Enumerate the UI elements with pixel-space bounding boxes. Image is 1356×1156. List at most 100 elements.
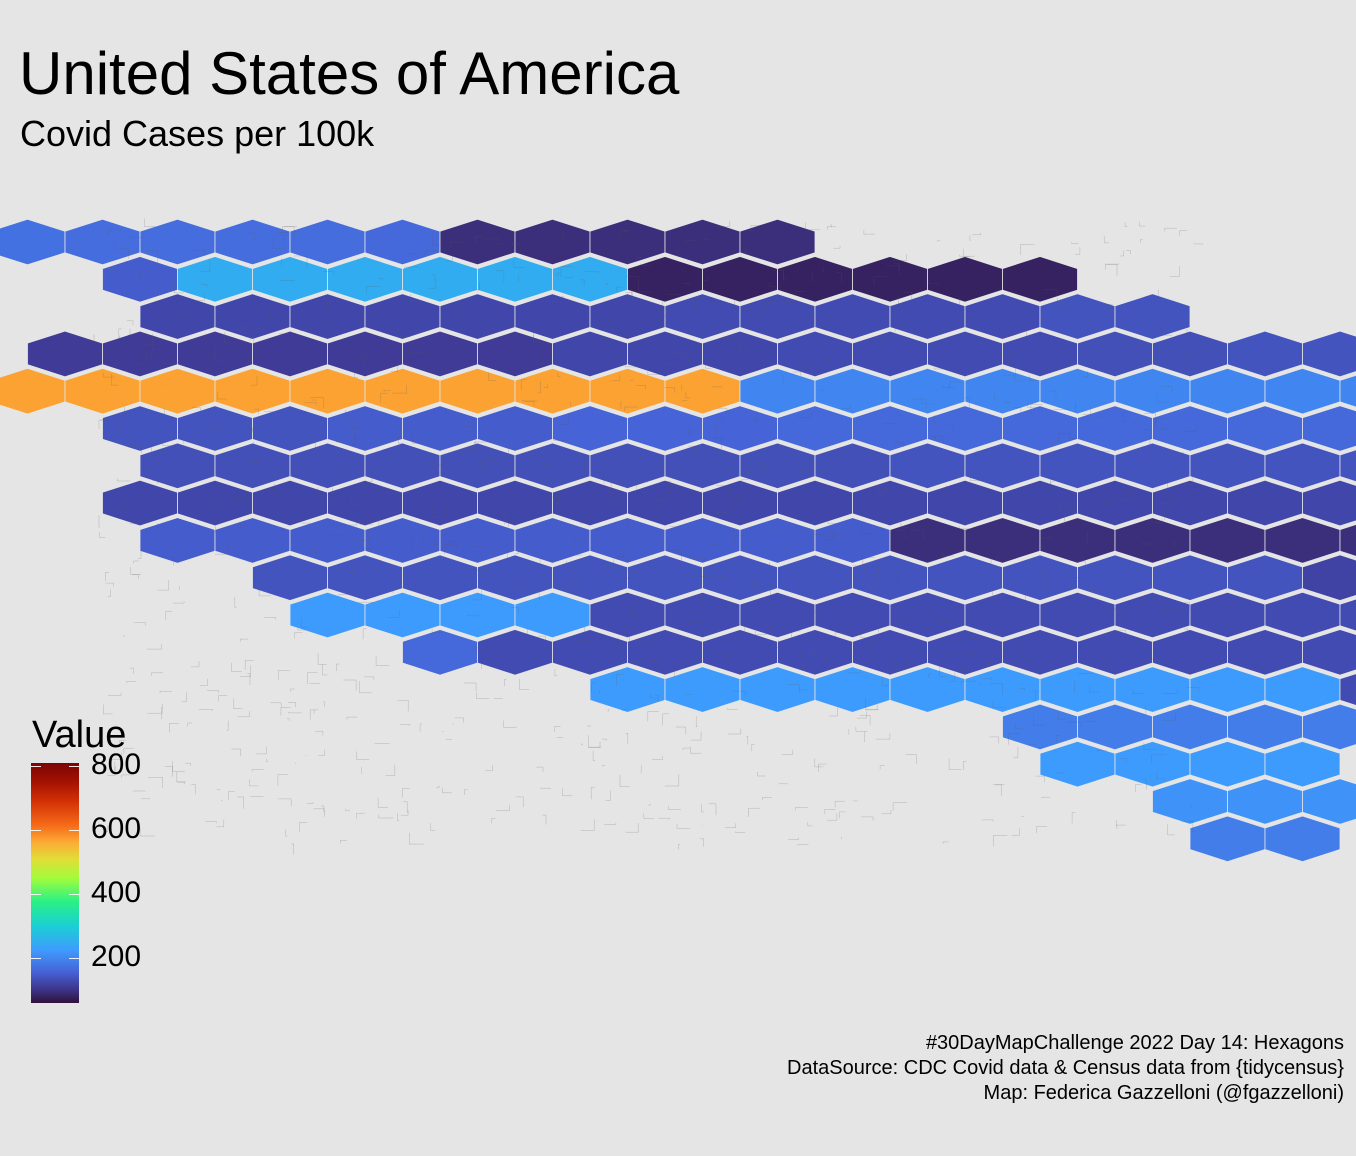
legend-tick bbox=[69, 958, 79, 960]
hexagon-cell bbox=[852, 256, 928, 303]
legend-tick bbox=[69, 894, 79, 896]
hexagon-cell bbox=[252, 405, 328, 452]
hexagon-cell bbox=[214, 517, 291, 564]
hexagon-cell bbox=[1152, 778, 1228, 825]
hexagon-cell bbox=[289, 442, 366, 490]
hexagon-cell bbox=[1077, 629, 1153, 676]
legend-tick bbox=[31, 830, 41, 832]
hexagon-cell bbox=[64, 367, 141, 415]
hexagon-cell bbox=[1114, 591, 1191, 639]
hexagon-cell bbox=[589, 218, 666, 266]
hexagon-cell bbox=[889, 666, 966, 713]
hexagon-cell bbox=[702, 405, 778, 452]
hexagon-cell bbox=[1227, 703, 1303, 751]
hexagon-cell bbox=[552, 330, 628, 378]
hexagon-cell bbox=[252, 256, 328, 303]
hexagon-cell bbox=[777, 405, 853, 452]
hexagon-cell bbox=[964, 591, 1041, 639]
hexagon-cell bbox=[852, 479, 928, 527]
hexagon-cell bbox=[177, 479, 253, 527]
hexagon-cell bbox=[627, 405, 703, 452]
hexagon-cell bbox=[252, 479, 328, 527]
hexagon-cell bbox=[1152, 479, 1228, 527]
hexagon-cell bbox=[1039, 740, 1116, 788]
hexagon-cell bbox=[777, 629, 853, 676]
hexagon-cell bbox=[289, 517, 366, 564]
hexagon-cell bbox=[552, 554, 628, 601]
hexagon-cell bbox=[1227, 778, 1303, 825]
hexagon-cell bbox=[589, 293, 666, 340]
caption-line-3: Map: Federica Gazzelloni (@fgazzelloni) bbox=[983, 1082, 1344, 1104]
hexagon-cell bbox=[927, 405, 1003, 452]
hexagon-cell bbox=[927, 629, 1003, 676]
hexagon-cell bbox=[1077, 554, 1153, 601]
hexagon-cell bbox=[702, 256, 778, 303]
hexagon-cell bbox=[327, 479, 403, 527]
hexagon-cell bbox=[1264, 517, 1341, 564]
hexagon-cell bbox=[627, 554, 703, 601]
hexagon-cell bbox=[927, 256, 1003, 303]
hexagon-cell bbox=[739, 517, 816, 564]
hexagon-cell bbox=[289, 218, 366, 266]
hexagon-cell bbox=[589, 442, 666, 490]
legend-colorbar bbox=[31, 763, 79, 1003]
hexagon-cell bbox=[889, 367, 966, 415]
legend-tick-label: 600 bbox=[91, 812, 142, 846]
legend-tick bbox=[31, 766, 41, 768]
hexagon-cell bbox=[889, 591, 966, 639]
hexagon-cell bbox=[552, 405, 628, 452]
hexagon-cell bbox=[814, 442, 891, 490]
hexagon-cell bbox=[514, 293, 591, 340]
hexagon-cell bbox=[1077, 479, 1153, 527]
hexagon-cell bbox=[514, 591, 591, 639]
hexagon-cell bbox=[1227, 405, 1303, 452]
hexagon-cell bbox=[1227, 330, 1303, 378]
hexagon-cell bbox=[1227, 554, 1303, 601]
hexagon-cell bbox=[1264, 815, 1341, 863]
hexagon-cell bbox=[1152, 703, 1228, 751]
hexagon-cell bbox=[964, 293, 1041, 340]
hexagon-cell bbox=[1152, 554, 1228, 601]
hexagon-cell bbox=[814, 293, 891, 340]
hexagon-cell bbox=[1077, 405, 1153, 452]
hexagon-cell bbox=[1002, 256, 1078, 303]
hexagon-cell bbox=[1302, 479, 1356, 527]
hexagon-cell bbox=[439, 367, 516, 415]
hexagon-cell bbox=[1002, 629, 1078, 676]
hexagon-cell bbox=[664, 367, 741, 415]
hexagon-cell bbox=[252, 330, 328, 378]
hexagon-cell bbox=[664, 442, 741, 490]
hexagon-cell bbox=[364, 367, 441, 415]
hexagon-cell bbox=[1039, 666, 1116, 713]
hexagon-cell bbox=[852, 554, 928, 601]
hexagon-cell bbox=[1189, 517, 1266, 564]
hexagon-cell bbox=[889, 442, 966, 490]
hexagon-cell bbox=[177, 330, 253, 378]
hexagon-cell bbox=[327, 330, 403, 378]
hexagon-cell bbox=[327, 256, 403, 303]
hexagon-cell bbox=[139, 218, 216, 266]
hexagon-cell bbox=[1077, 703, 1153, 751]
hexagon-cell bbox=[102, 330, 178, 378]
hexagon-cell bbox=[664, 293, 741, 340]
hexagon-cell bbox=[402, 256, 478, 303]
hexagon-cell bbox=[139, 367, 216, 415]
caption-line-1: #30DayMapChallenge 2022 Day 14: Hexagons bbox=[925, 1032, 1344, 1054]
hexagon-cell bbox=[664, 666, 741, 713]
hexagon-cell bbox=[252, 554, 328, 601]
hexagon-cell bbox=[927, 479, 1003, 527]
hexagon-cell bbox=[364, 591, 441, 639]
legend-tick-label: 200 bbox=[91, 940, 142, 974]
hexagon-cell bbox=[739, 218, 816, 266]
hexagon-cell bbox=[1077, 330, 1153, 378]
legend-tick bbox=[31, 894, 41, 896]
hexagon-cell bbox=[289, 591, 366, 639]
hexagon-cell bbox=[1264, 591, 1341, 639]
hexagon-cell bbox=[852, 629, 928, 676]
hexagon-cell bbox=[1339, 673, 1356, 706]
hexagon-cell bbox=[1114, 740, 1191, 788]
hexagon-cell bbox=[1302, 554, 1356, 601]
hexagon-cell bbox=[1039, 517, 1116, 564]
hexagon-cell bbox=[552, 256, 628, 303]
